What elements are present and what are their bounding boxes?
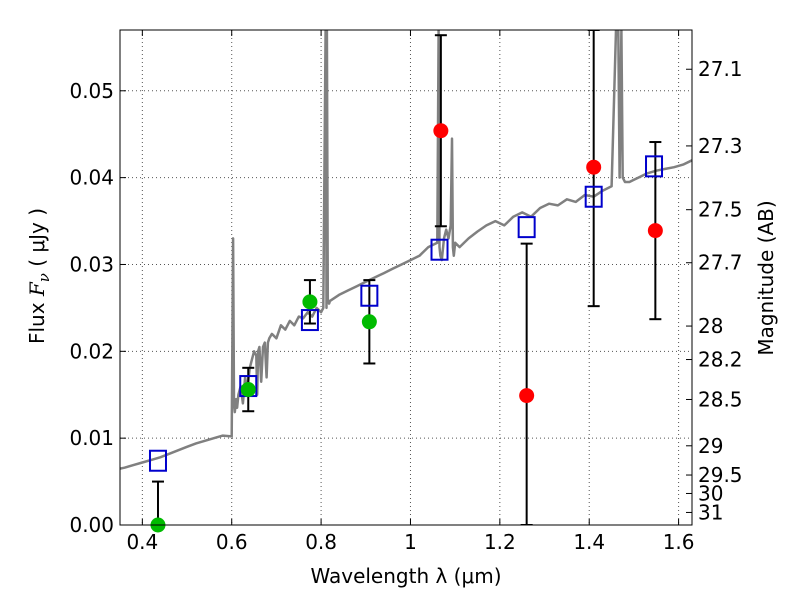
observed-red-point — [647, 223, 663, 239]
observed-red-point — [433, 123, 449, 139]
x-tick-label: 1 — [404, 530, 417, 554]
x-tick-label: 0.6 — [216, 530, 248, 554]
model-photometry-square — [430, 238, 449, 261]
model-photometry-square — [645, 155, 664, 178]
grid — [120, 30, 692, 525]
y-tick-label: 0.05 — [69, 79, 114, 103]
data-points — [148, 123, 664, 533]
model-photometry-square — [517, 216, 536, 239]
observed-green-point — [361, 314, 377, 330]
magnitude-tick-label: 29.5 — [698, 463, 743, 487]
x-tick-label: 1.2 — [484, 530, 516, 554]
y-tick-label: 0.01 — [69, 426, 114, 450]
model-spectrum-line — [120, 30, 692, 470]
magnitude-axis-title: Magnitude (AB) — [754, 200, 778, 355]
y-tick-label: 0.04 — [69, 166, 114, 190]
y-axis-title-subscript: ν — [35, 273, 53, 282]
model-photometry-square — [360, 284, 379, 307]
observed-green-point — [240, 382, 256, 398]
model-spectrum — [120, 30, 692, 470]
y-tick-label: 0.02 — [69, 339, 114, 363]
y-axis-title-prefix: Flux — [25, 296, 49, 344]
magnitude-tick-label: 28 — [698, 314, 723, 338]
magnitude-tick-label: 29 — [698, 434, 723, 458]
x-tick-label: 1.4 — [573, 530, 605, 554]
x-tick-label: 0.4 — [126, 530, 158, 554]
y-axis-title-symbol: F — [25, 281, 49, 297]
x-tick-label: 0.8 — [305, 530, 337, 554]
magnitude-tick-label: 27.7 — [698, 251, 743, 275]
y-tick-label: 0.03 — [69, 252, 114, 276]
model-photometry-square — [584, 185, 603, 208]
observed-green-point — [302, 294, 318, 310]
y-tick-label: 0.00 — [69, 513, 114, 537]
axis-ticks: 0.4 0.6 0.8 1 1.2 1.4 1.6 0.00 0.01 0.02 0.03 0.04 0… — [69, 30, 743, 554]
magnitude-tick-label: 27.5 — [698, 198, 743, 222]
x-tick-label: 1.6 — [663, 530, 695, 554]
model-photometry-square — [300, 309, 319, 332]
x-axis-title: Wavelength λ (μm) — [310, 564, 501, 588]
observed-red-point — [519, 388, 535, 404]
magnitude-tick-label: 28.5 — [698, 387, 743, 411]
observed-red-point — [586, 159, 602, 175]
magnitude-tick-label: 30 — [698, 481, 723, 505]
model-photometry-square — [148, 449, 167, 472]
plot-frame — [119, 29, 693, 526]
y-axis-title: Flux Fν ( μJy ) — [25, 208, 53, 344]
y-axis-title-suffix: ( μJy ) — [25, 208, 49, 273]
magnitude-tick-label: 27.3 — [698, 134, 743, 158]
magnitude-tick-label: 31 — [698, 500, 723, 524]
magnitude-tick-label: 28.2 — [698, 348, 743, 372]
magnitude-tick-label: 27.1 — [698, 57, 743, 81]
